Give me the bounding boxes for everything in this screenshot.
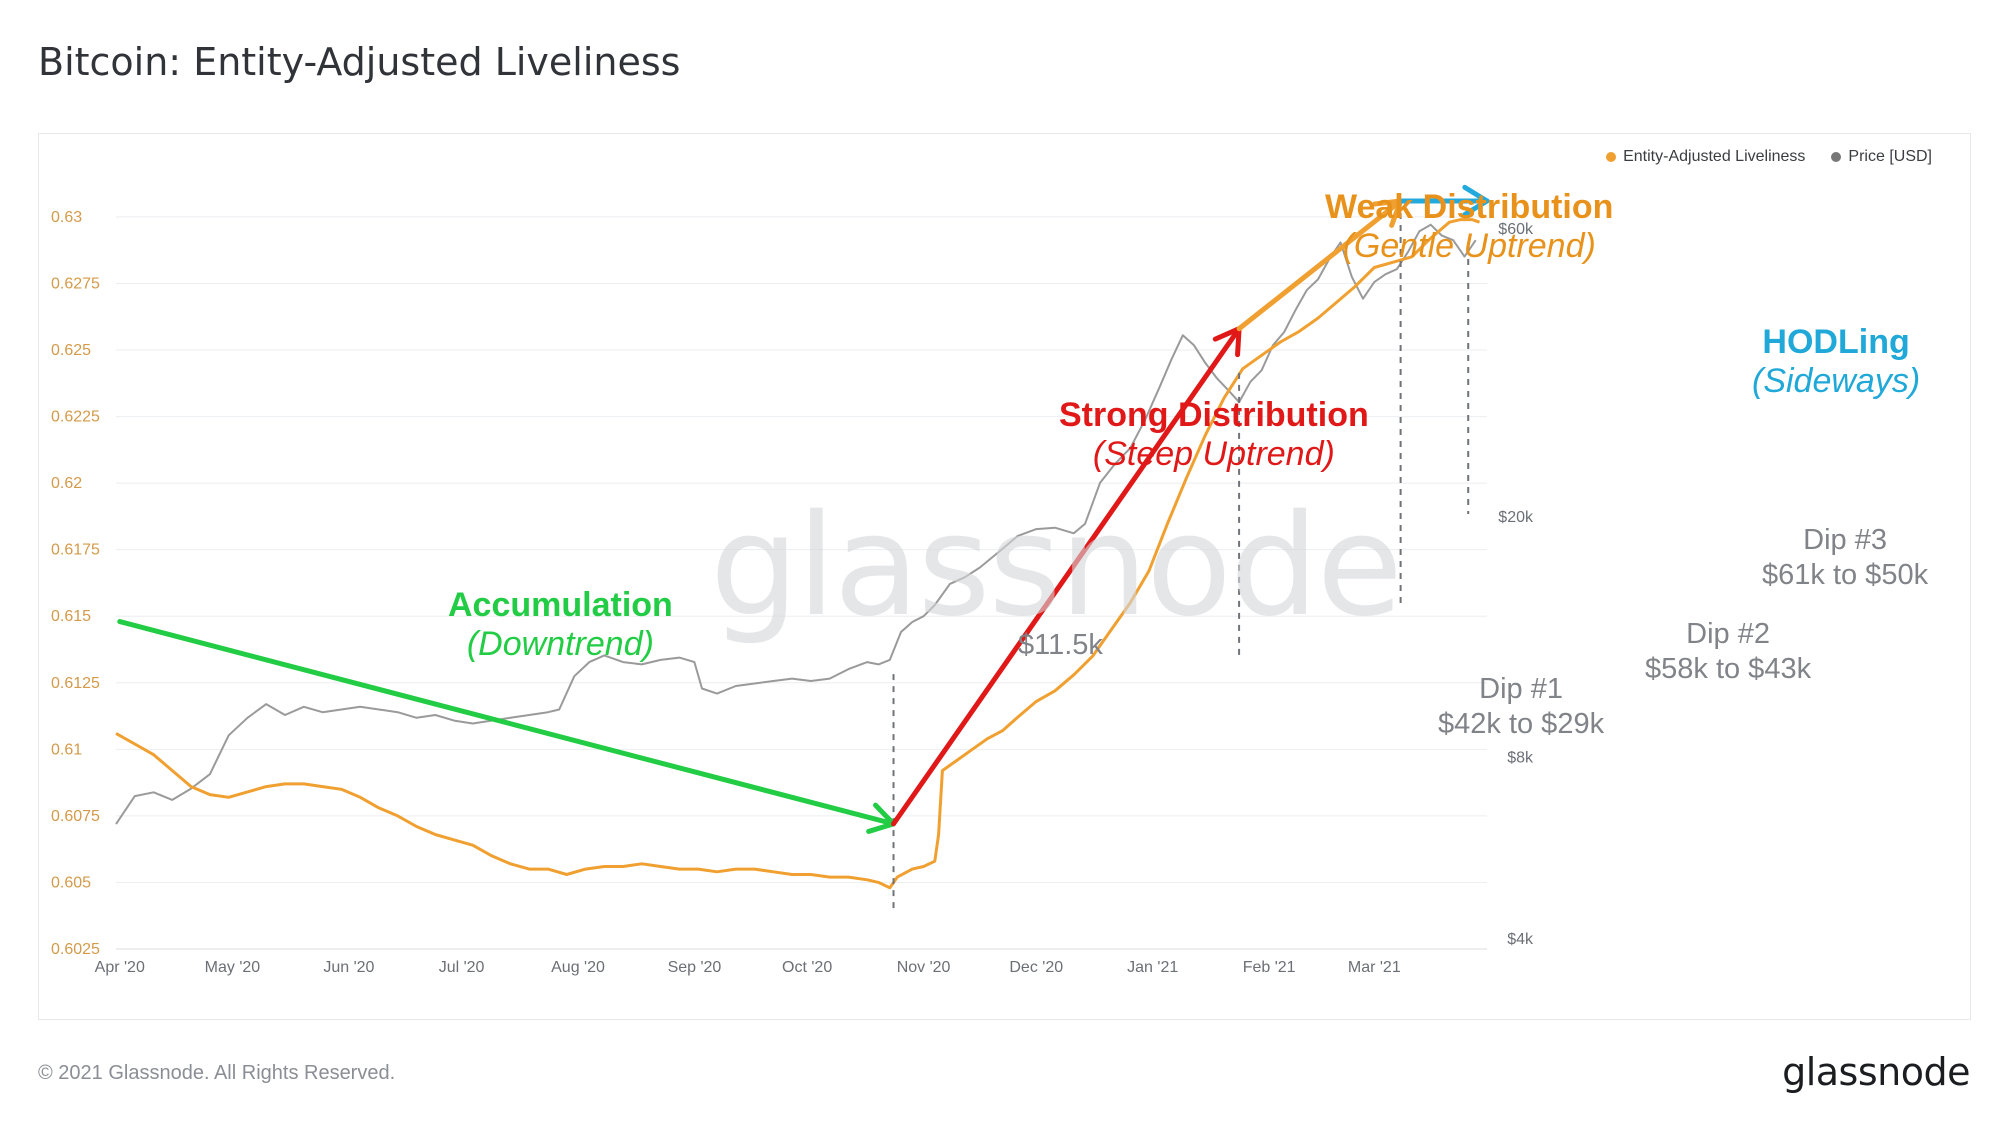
legend-dot-liveliness (1606, 152, 1617, 162)
trend-arrow-line (891, 326, 1242, 827)
y-left-tick-label: 0.6175 (51, 542, 100, 559)
legend-item-price[interactable]: Price [USD] (1831, 148, 1932, 166)
annotation-hodl-title: HODLing (1762, 323, 1910, 361)
y-right-tick-label: $8k (1507, 749, 1534, 766)
dip-2-title: Dip #2 (1686, 618, 1770, 650)
y-left-tick-label: 0.6025 (51, 941, 100, 958)
x-tick-label: Apr '20 (95, 959, 145, 976)
annotation-hodl: HODLing (Sideways) (1752, 323, 1920, 401)
trend-arrow-head (1462, 184, 1490, 218)
annotation-accumulation: Accumulation (Downtrend) (448, 586, 673, 664)
x-tick-label: Jun '20 (323, 959, 374, 976)
chart-svg: 0.6025 0.605 0.6075 0.61 0.6125 0.615 0.6175 0.… (51, 184, 1534, 976)
y-left-tick-label: 0.625 (51, 342, 91, 359)
annotation-weak-subtitle: (Gentle Uptrend) (1342, 227, 1596, 265)
watermark: glassnode (710, 485, 1403, 648)
annotation-weak: Weak Distribution (Gentle Uptrend) (1325, 188, 1613, 266)
x-tick-label: Aug '20 (551, 959, 605, 976)
x-tick-label: Nov '20 (897, 959, 951, 976)
annotation-accumulation-title: Accumulation (448, 586, 673, 624)
x-tick-label: Feb '21 (1243, 959, 1296, 976)
y-left-tick-label: 0.6225 (51, 409, 100, 426)
x-tick-label: Oct '20 (782, 959, 832, 976)
page-title: Bitcoin: Entity-Adjusted Liveliness (38, 40, 681, 84)
y-right-tick-label: $60k (1498, 221, 1534, 238)
y-left-tick-label: 0.615 (51, 608, 91, 625)
dip-3-detail: $61k to $50k (1762, 559, 1929, 591)
annotation-hodl-subtitle: (Sideways) (1752, 362, 1921, 400)
low-price-label: $11.5k (1018, 629, 1103, 661)
trend-arrow-line (1236, 198, 1404, 332)
x-tick-label: Jul '20 (439, 959, 485, 976)
trend-arrow-line (117, 619, 897, 827)
y-right-tick-label: $20k (1498, 509, 1534, 526)
annotation-weak-title: Weak Distribution (1325, 188, 1614, 226)
dip-2-label: Dip #2 $58k to $43k (1645, 617, 1811, 687)
y-left-tick-label: 0.6075 (51, 808, 100, 825)
brand-logo: glassnode (1782, 1050, 1970, 1094)
chart-panel: 0.6025 0.605 0.6075 0.61 0.6125 0.615 0.6175 0.… (38, 133, 1971, 1020)
legend-label-price: Price [USD] (1848, 148, 1932, 165)
x-tick-label: Dec '20 (1009, 959, 1063, 976)
series-line-price (115, 223, 1477, 825)
y-left-tick-label: 0.6275 (51, 275, 100, 292)
dip-2-detail: $58k to $43k (1645, 653, 1812, 685)
copyright: © 2021 Glassnode. All Rights Reserved. (38, 1062, 396, 1084)
legend-label-liveliness: Entity-Adjusted Liveliness (1623, 148, 1806, 165)
legend-dot-price (1831, 152, 1842, 162)
dip-1-title: Dip #1 (1479, 673, 1563, 705)
dip-1-label: Dip #1 $42k to $29k (1438, 672, 1604, 742)
x-tick-label: May '20 (205, 959, 261, 976)
legend-item-liveliness[interactable]: Entity-Adjusted Liveliness (1606, 148, 1805, 166)
dip-1-detail: $42k to $29k (1438, 708, 1605, 740)
chart-legend: Entity-Adjusted Liveliness Price [USD] (1606, 148, 1932, 166)
y-left-tick-label: 0.605 (51, 874, 91, 891)
y-right-tick-label: $4k (1507, 931, 1534, 948)
y-left-tick-label: 0.63 (51, 209, 82, 226)
dip-3-title: Dip #3 (1803, 524, 1887, 556)
y-left-tick-label: 0.6125 (51, 675, 100, 692)
annotation-strong-subtitle: (Steep Uptrend) (1092, 435, 1335, 473)
x-tick-label: Mar '21 (1348, 959, 1401, 976)
x-tick-label: Jan '21 (1127, 959, 1178, 976)
annotation-strong-title: Strong Distribution (1059, 396, 1369, 434)
annotation-strong: Strong Distribution (Steep Uptrend) (1059, 396, 1369, 474)
dip-3-label: Dip #3 $61k to $50k (1762, 523, 1928, 593)
y-left-tick-label: 0.62 (51, 475, 82, 492)
series-line-liveliness (115, 218, 1480, 890)
x-tick-label: Sep '20 (668, 959, 722, 976)
y-left-tick-label: 0.61 (51, 741, 82, 758)
annotation-accumulation-subtitle: (Downtrend) (466, 625, 654, 663)
